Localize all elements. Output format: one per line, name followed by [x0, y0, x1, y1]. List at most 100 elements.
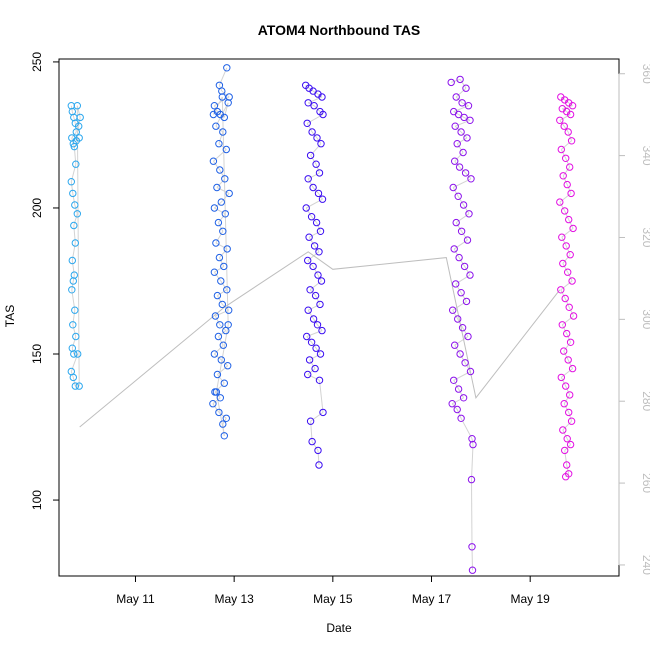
- trend-guide-segment: [307, 368, 316, 375]
- trend-guide-segment: [217, 222, 224, 232]
- data-point: [69, 277, 78, 285]
- data-point: [454, 315, 462, 323]
- data-point: [556, 198, 564, 206]
- data-point: [563, 329, 571, 338]
- data-point: [219, 227, 227, 236]
- data-point: [314, 446, 322, 455]
- trend-guide-segment: [307, 251, 320, 261]
- data-point: [315, 169, 324, 177]
- data-point: [71, 306, 79, 314]
- data-point: [305, 356, 314, 364]
- trend-guide-segment: [452, 300, 467, 311]
- y-axis: 100 150 200 250: [30, 52, 59, 510]
- trend-guide-segment: [564, 99, 569, 104]
- data-point: [562, 154, 570, 163]
- data-point: [562, 382, 570, 390]
- data-point: [565, 215, 573, 224]
- trend-guide-segment: [456, 143, 464, 153]
- data-point: [455, 253, 463, 262]
- data-point: [68, 256, 77, 265]
- trend-guide-segment: [471, 444, 474, 480]
- trend-guide-segment: [454, 336, 469, 346]
- trend-guide-segment: [458, 388, 465, 399]
- trend-guide-segment: [214, 353, 222, 361]
- data-point: [561, 446, 569, 455]
- y-tick-label: 100: [30, 490, 44, 510]
- data-point: [464, 102, 473, 110]
- data-point: [221, 210, 230, 218]
- trend-guide-segment: [567, 359, 574, 369]
- trend-guide-segment: [212, 403, 220, 413]
- data-point: [310, 102, 318, 110]
- trend-guide-segment: [453, 248, 460, 258]
- x-tick-label: May 13: [214, 592, 254, 606]
- trend-guide-segment: [306, 123, 313, 133]
- trend-guide-segment: [451, 403, 458, 410]
- data-point: [313, 321, 322, 329]
- data-point: [211, 312, 220, 320]
- trend-guide-segment: [454, 160, 460, 168]
- data-point: [469, 440, 477, 449]
- data-point: [304, 99, 312, 107]
- data-point: [319, 110, 327, 119]
- trend-guide-segment: [72, 193, 76, 206]
- data-point: [563, 461, 571, 469]
- data-point: [308, 437, 316, 446]
- data-point: [213, 370, 222, 379]
- trend-guide-segment: [560, 368, 573, 378]
- trend-guide-segment: [309, 289, 316, 296]
- data-point: [222, 145, 231, 154]
- trend-guide-segment: [215, 125, 224, 133]
- data-point: [468, 543, 476, 551]
- data-point: [214, 332, 223, 341]
- data-point: [451, 341, 459, 349]
- trend-guide-segment: [564, 298, 570, 308]
- data-point: [451, 122, 459, 130]
- data-point: [225, 189, 233, 198]
- data-point: [303, 119, 311, 128]
- trend-guide-segment: [311, 216, 317, 223]
- trend-guide-segment: [72, 324, 77, 337]
- data-point: [561, 207, 569, 215]
- data-point: [449, 306, 457, 314]
- data-point: [457, 128, 465, 136]
- trend-guide-segment: [215, 242, 228, 250]
- data-point: [213, 291, 222, 300]
- trend-guide-segment: [465, 172, 472, 180]
- data-point: [452, 280, 460, 288]
- trend-guide-segment: [454, 344, 461, 355]
- trend-guide-segment: [215, 309, 229, 317]
- data-point: [215, 408, 223, 417]
- data-point: [564, 356, 572, 364]
- trend-guide-segment: [218, 131, 224, 144]
- chart-title: ATOM4 Northbound TAS: [258, 22, 421, 38]
- trend-guide-segment: [563, 350, 569, 361]
- trend-guide-segment: [562, 263, 569, 273]
- data-point: [459, 148, 467, 157]
- trend-guide-segment: [220, 280, 228, 291]
- data-point: [460, 113, 468, 122]
- data-point: [220, 432, 229, 440]
- data-point: [466, 367, 475, 376]
- trend-guide-segment: [561, 236, 567, 247]
- trend-guide-segment: [307, 172, 320, 180]
- data-point: [450, 376, 458, 384]
- trend-guide-segment: [214, 265, 225, 273]
- data-point: [310, 242, 319, 250]
- data-point: [467, 175, 475, 183]
- trend-guide-segment: [315, 164, 320, 174]
- trend-guide-segment: [308, 230, 321, 238]
- trend-guide-segment: [459, 166, 466, 174]
- trend-guide-segment: [316, 222, 321, 232]
- trend-guide-segment: [566, 333, 572, 343]
- data-point: [564, 128, 572, 136]
- data-point: [304, 175, 312, 183]
- y2-tick-label: 260: [640, 473, 650, 493]
- data-point: [302, 204, 310, 212]
- trend-guide-segment: [71, 280, 74, 290]
- data-point: [74, 350, 82, 358]
- data-point: [220, 113, 229, 122]
- data-point: [70, 221, 78, 230]
- trend-guide-segment: [214, 201, 222, 209]
- trend-guide-segment: [217, 374, 225, 384]
